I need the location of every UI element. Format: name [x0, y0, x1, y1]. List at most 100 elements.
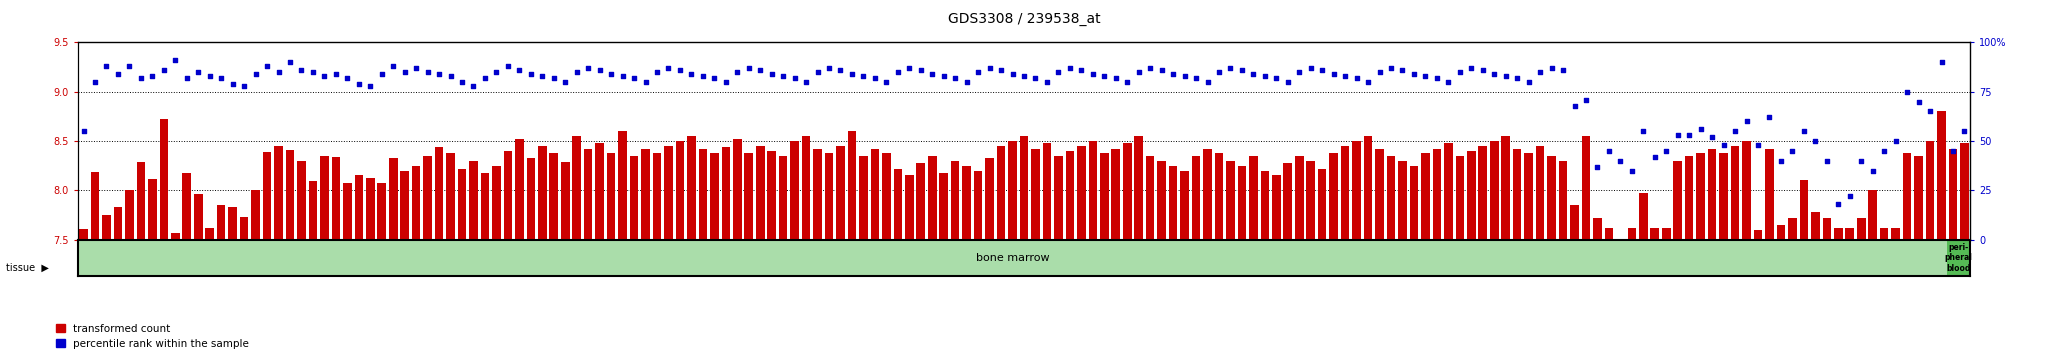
Point	[1329, 73, 1362, 79]
Bar	[137, 162, 145, 240]
Bar	[1915, 156, 1923, 240]
Point	[870, 79, 903, 85]
Bar	[1593, 218, 1602, 240]
Bar	[1169, 166, 1178, 240]
Point	[1593, 148, 1626, 154]
Bar	[434, 147, 442, 240]
Bar	[606, 153, 614, 240]
Bar	[1892, 228, 1901, 240]
Point	[434, 73, 467, 79]
Point	[1053, 65, 1085, 71]
Bar	[377, 183, 385, 240]
Bar	[1810, 212, 1819, 240]
Bar	[1581, 136, 1589, 240]
Point	[1479, 71, 1511, 77]
Bar	[1513, 149, 1522, 240]
Bar	[217, 205, 225, 240]
Point	[457, 83, 489, 88]
Bar	[1432, 149, 1442, 240]
Point	[985, 67, 1018, 73]
Point	[1294, 65, 1327, 71]
Point	[514, 71, 547, 77]
Bar	[1753, 230, 1761, 240]
Point	[504, 67, 537, 73]
Bar	[125, 190, 133, 240]
Bar	[1307, 161, 1315, 240]
Bar	[803, 136, 811, 240]
Bar	[170, 233, 180, 240]
Bar	[526, 158, 535, 240]
Point	[68, 128, 100, 134]
Bar	[1731, 146, 1739, 240]
Bar	[1112, 149, 1120, 240]
Bar	[1776, 225, 1786, 240]
Bar	[1180, 171, 1188, 240]
Point	[389, 69, 422, 75]
Point	[1651, 148, 1683, 154]
Bar	[928, 156, 936, 240]
Point	[858, 75, 891, 81]
Bar	[297, 161, 305, 240]
Bar	[1284, 163, 1292, 240]
Bar	[1559, 161, 1567, 240]
Bar	[756, 146, 764, 240]
Bar	[1800, 181, 1808, 240]
Point	[227, 83, 260, 88]
Point	[342, 81, 375, 87]
Point	[365, 71, 397, 77]
Bar	[113, 207, 123, 240]
Bar	[1042, 143, 1051, 240]
Point	[1249, 73, 1282, 79]
Bar	[975, 171, 983, 240]
Point	[1352, 79, 1384, 85]
Point	[469, 75, 502, 81]
Bar	[1788, 218, 1796, 240]
Bar	[227, 207, 238, 240]
Bar	[1399, 161, 1407, 240]
Point	[1020, 75, 1053, 81]
Point	[250, 63, 283, 69]
Point	[915, 71, 948, 77]
Bar	[1548, 156, 1556, 240]
Bar	[641, 149, 649, 240]
Bar	[1673, 161, 1681, 240]
Bar	[1227, 161, 1235, 240]
Bar	[160, 119, 168, 240]
Point	[1823, 201, 1855, 207]
Point	[823, 67, 856, 73]
Text: peri-
pheral
blood: peri- pheral blood	[1946, 243, 1972, 273]
Point	[1042, 69, 1075, 75]
Bar	[1501, 136, 1509, 240]
Bar	[1329, 153, 1337, 240]
Text: GDS3308 / 239538_at: GDS3308 / 239538_at	[948, 12, 1100, 27]
Point	[147, 67, 180, 73]
Bar	[1364, 136, 1372, 240]
Bar	[1524, 153, 1532, 240]
Point	[1925, 59, 1958, 65]
Bar	[940, 172, 948, 240]
Point	[778, 75, 811, 81]
Point	[1718, 128, 1751, 134]
Point	[1421, 75, 1454, 81]
Point	[618, 75, 651, 81]
Bar	[721, 147, 729, 240]
Point	[1880, 138, 1913, 144]
Point	[422, 71, 455, 77]
Point	[113, 63, 145, 69]
Point	[1466, 67, 1499, 73]
Point	[217, 81, 250, 87]
Bar	[504, 151, 512, 240]
Point	[836, 71, 868, 77]
Point	[848, 73, 881, 79]
Bar	[90, 172, 98, 240]
Point	[1673, 132, 1706, 138]
Point	[766, 73, 799, 79]
Point	[1409, 73, 1442, 79]
Bar	[791, 141, 799, 240]
Bar	[1202, 149, 1212, 240]
Bar	[1214, 153, 1223, 240]
Bar	[1845, 228, 1853, 240]
Point	[1890, 89, 1923, 95]
Point	[664, 67, 696, 73]
Bar	[1718, 153, 1729, 240]
